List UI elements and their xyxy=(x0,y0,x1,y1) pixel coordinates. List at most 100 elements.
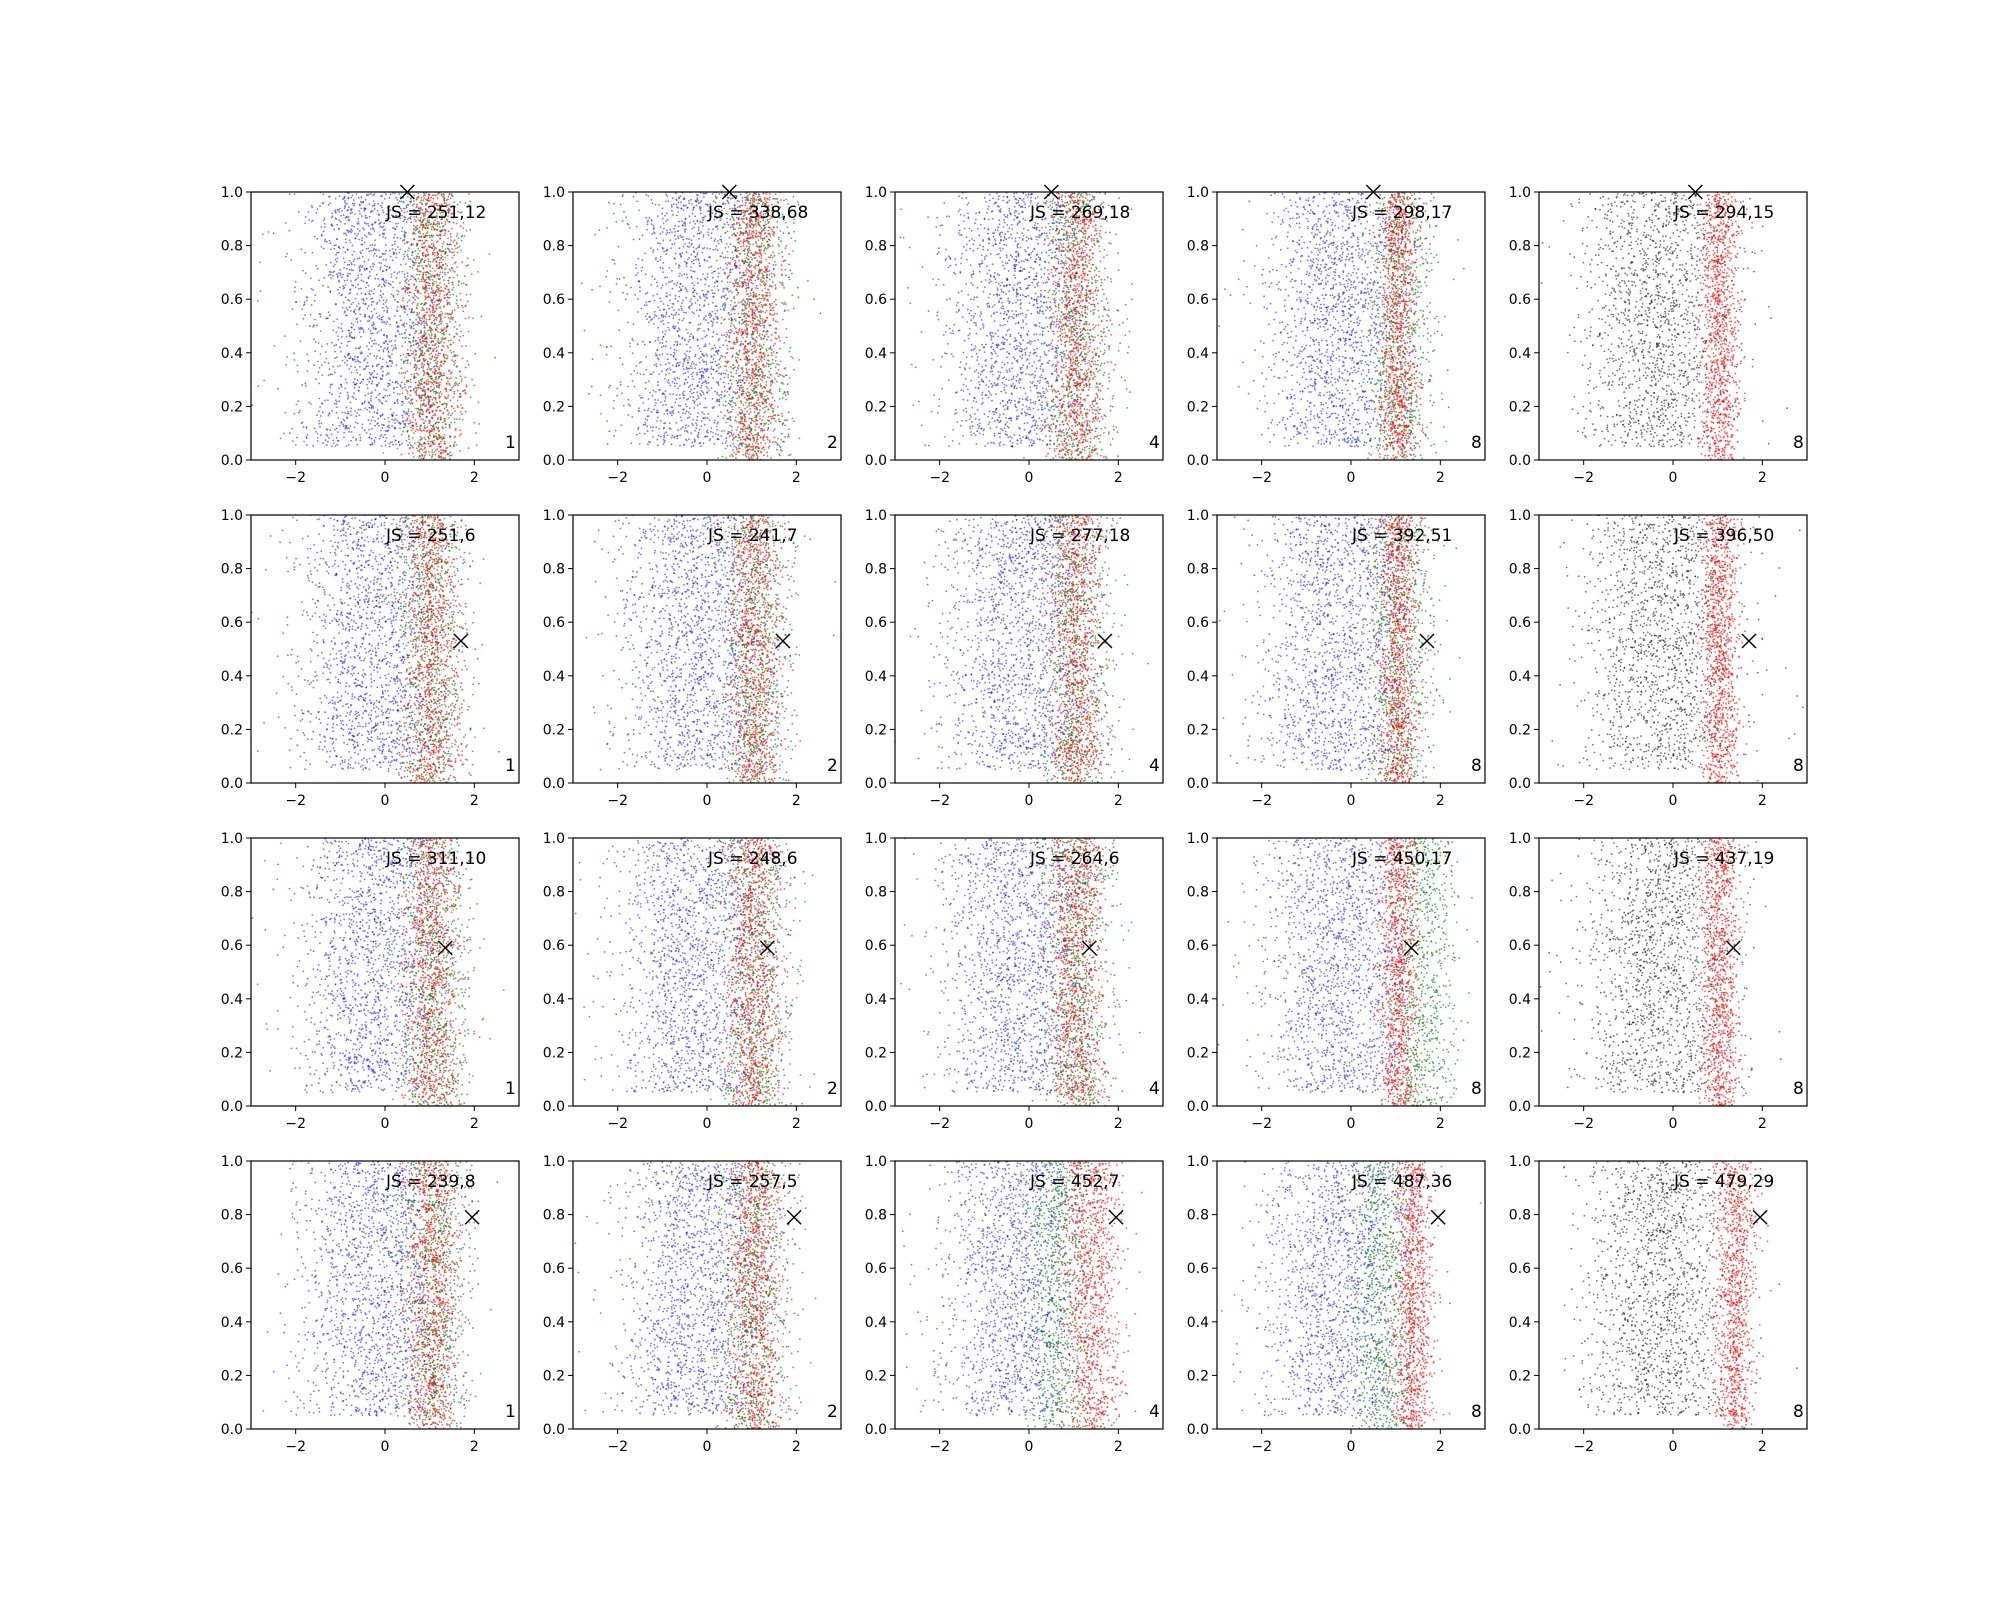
scatter-point xyxy=(355,439,357,441)
scatter-point xyxy=(647,292,649,294)
scatter-point xyxy=(329,368,331,370)
scatter-point xyxy=(417,253,419,255)
scatter-point xyxy=(700,213,702,215)
scatter-point xyxy=(407,444,409,446)
scatter-point xyxy=(391,244,393,246)
scatter-point xyxy=(687,332,689,334)
scatter-point xyxy=(645,316,647,318)
scatter-point xyxy=(727,376,729,378)
scatter-point xyxy=(441,290,443,292)
scatter-point xyxy=(387,385,389,387)
scatter-point xyxy=(415,287,417,289)
scatter-point xyxy=(453,385,455,387)
scatter-point xyxy=(665,194,667,196)
scatter-point xyxy=(699,378,701,380)
scatter-point xyxy=(304,314,306,316)
scatter-point xyxy=(750,292,752,294)
scatter-point xyxy=(338,400,340,402)
scatter-point xyxy=(437,225,439,227)
scatter-point xyxy=(722,291,724,293)
scatter-point xyxy=(416,366,418,368)
scatter-point xyxy=(382,366,384,368)
scatter-point xyxy=(392,349,394,351)
scatter-point xyxy=(435,391,437,393)
scatter-point xyxy=(474,353,476,355)
scatter-point xyxy=(613,213,615,215)
scatter-point xyxy=(420,262,422,264)
scatter-point xyxy=(433,440,435,442)
scatter-point xyxy=(401,324,403,326)
scatter-point xyxy=(620,381,622,383)
scatter-point xyxy=(346,315,348,317)
scatter-point xyxy=(432,418,434,420)
scatter-point xyxy=(699,304,701,306)
scatter-point xyxy=(735,417,737,419)
scatter-point xyxy=(444,396,446,398)
scatter-point xyxy=(350,209,352,211)
scatter-point xyxy=(465,411,467,413)
scatter-point xyxy=(684,358,686,360)
scatter-point xyxy=(690,266,692,268)
scatter-point xyxy=(638,210,640,212)
scatter-point xyxy=(647,224,649,226)
scatter-point xyxy=(436,382,438,384)
scatter-point xyxy=(671,204,673,206)
scatter-point xyxy=(317,437,319,439)
scatter-point xyxy=(461,345,463,347)
scatter-point xyxy=(382,307,384,309)
scatter-point xyxy=(451,352,453,354)
scatter-point xyxy=(437,267,439,269)
scatter-point xyxy=(396,277,398,279)
scatter-point xyxy=(669,385,671,387)
scatter-point xyxy=(705,203,707,205)
scatter-point xyxy=(379,357,381,359)
scatter-point xyxy=(401,359,403,361)
scatter-point xyxy=(661,346,663,348)
scatter-point xyxy=(431,228,433,230)
scatter-point xyxy=(406,440,408,442)
scatter-point xyxy=(361,292,363,294)
scatter-point xyxy=(356,305,358,307)
scatter-point xyxy=(672,197,674,199)
scatter-point xyxy=(660,321,662,323)
scatter-point xyxy=(783,232,785,234)
scatter-point xyxy=(373,200,375,202)
scatter-point xyxy=(298,412,300,414)
scatter-point xyxy=(471,379,473,381)
scatter-point xyxy=(458,339,460,341)
scatter-point xyxy=(676,284,678,286)
scatter-point xyxy=(428,224,430,226)
scatter-point xyxy=(371,304,373,306)
scatter-point xyxy=(429,327,431,329)
scatter-point xyxy=(305,216,307,218)
scatter-point xyxy=(317,433,319,435)
scatter-point xyxy=(666,295,668,297)
scatter-point xyxy=(388,417,390,419)
scatter-point xyxy=(692,400,694,402)
scatter-point xyxy=(444,420,446,422)
scatter-point xyxy=(467,257,469,259)
scatter-point xyxy=(687,371,689,373)
scatter-point xyxy=(424,318,426,320)
scatter-point xyxy=(370,374,372,376)
scatter-point xyxy=(700,201,702,203)
scatter-point xyxy=(679,275,681,277)
scatter-point xyxy=(385,259,387,261)
scatter-point xyxy=(285,222,287,224)
scatter-point xyxy=(691,373,693,375)
scatter-point xyxy=(329,203,331,205)
scatter-point xyxy=(701,368,703,370)
scatter-point xyxy=(680,416,682,418)
scatter-point xyxy=(441,457,443,459)
scatter-point xyxy=(725,401,727,403)
scatter-point xyxy=(444,253,446,255)
scatter-point xyxy=(335,209,337,211)
scatter-point xyxy=(451,228,453,230)
scatter-point xyxy=(720,411,722,413)
scatter-point xyxy=(663,439,665,441)
scatter-point xyxy=(454,271,456,273)
scatter-point xyxy=(682,409,684,411)
scatter-point xyxy=(431,338,433,340)
scatter-point xyxy=(407,254,409,256)
scatter-point xyxy=(392,295,394,297)
